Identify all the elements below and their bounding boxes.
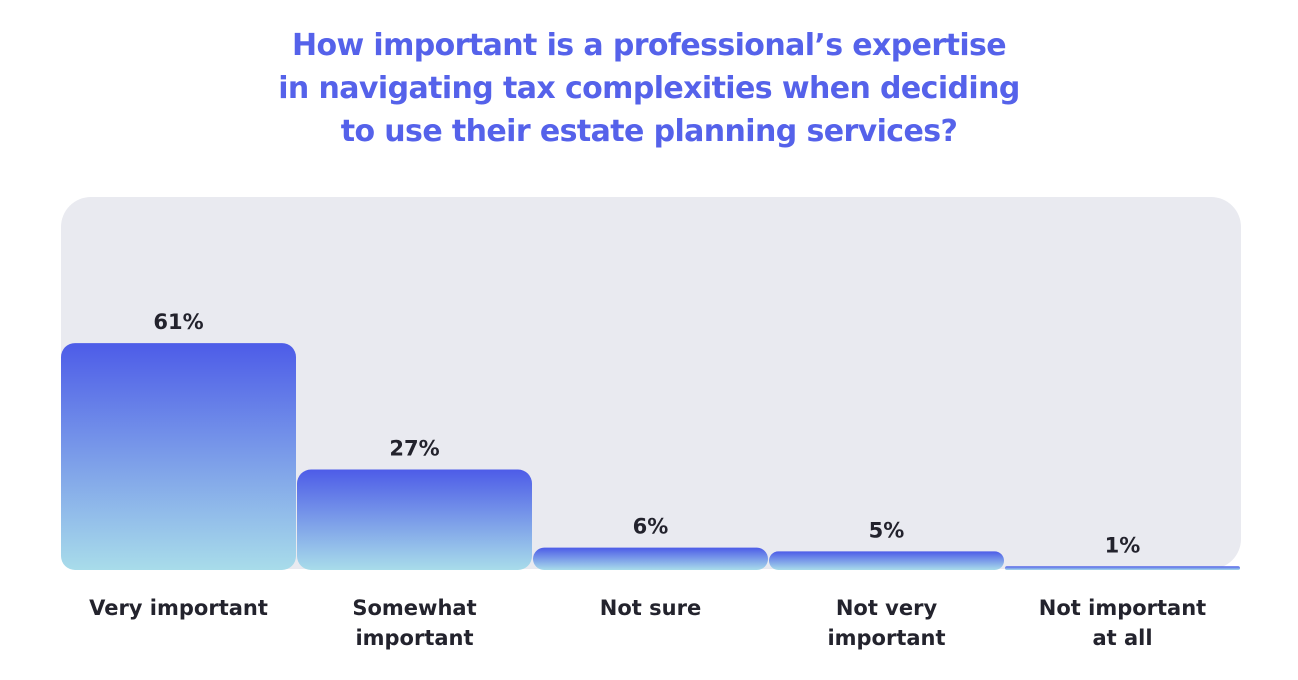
category-label-line: Not important [1039,596,1206,620]
category-label: Somewhat important [352,596,476,650]
bar [533,547,768,570]
category-label-line: Somewhat [352,596,476,620]
bar-value-label: 5% [869,518,905,542]
labels-layer: 61% Very important 27% Somewhat important 6% N… [89,310,1206,650]
category-label-line: at all [1092,626,1152,650]
bar-value-label: 27% [389,437,439,461]
chart-title-line: How important is a professional’s expert… [291,28,1007,63]
category-label: Not important at all [1039,596,1206,650]
category-label: Not sure [600,596,701,620]
bar-value-label: 61% [153,310,203,334]
bar [61,343,296,570]
bar [769,551,1004,570]
chart-title-line: in navigating tax complexities when deci… [278,71,1020,106]
category-label-line: important [355,626,473,650]
bar [297,469,532,570]
category-label: Very important [89,596,268,620]
category-label-line: Not sure [600,596,701,620]
category-label-line: Very important [89,596,268,620]
bar [1005,566,1240,570]
bar-value-label: 1% [1105,533,1141,557]
category-label: Not very important [827,596,945,650]
bar-value-label: 6% [633,515,669,539]
category-label-line: Not very [836,596,938,620]
chart-title: How important is a professional’s expert… [0,24,1298,153]
bars-layer [61,343,1240,570]
chart-title-line: to use their estate planning services? [340,114,958,149]
category-label-line: important [827,626,945,650]
